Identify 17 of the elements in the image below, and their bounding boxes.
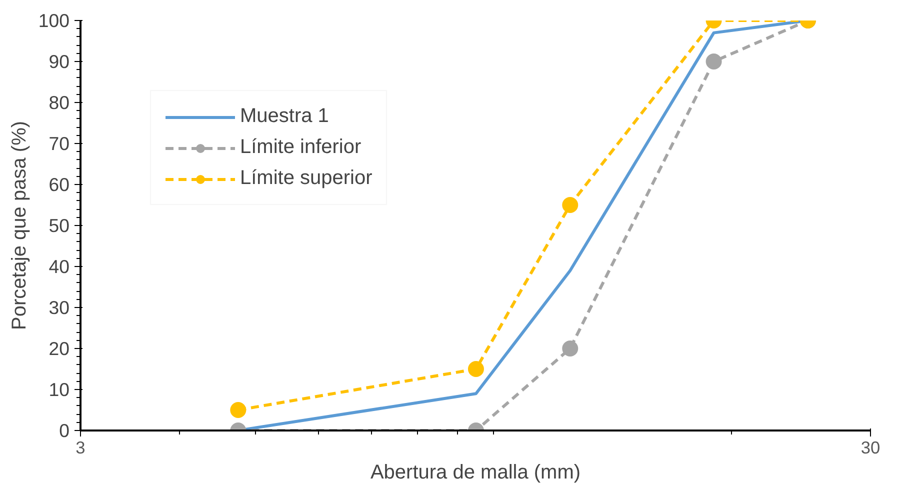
x-tick-label: 3 [76,438,86,458]
y-tick-label: 50 [48,215,70,236]
y-tick-label: 90 [48,51,70,72]
legend-label: Límite inferior [240,136,362,159]
legend-label: Límite superior [240,167,372,190]
legend-label: Muestra 1 [240,105,329,128]
x-axis-title: Abertura de malla (mm) [370,462,581,484]
y-tick-label: 40 [48,256,70,277]
y-tick-label: 70 [48,133,70,154]
y-tick-label: 100 [38,10,70,31]
y-tick-label: 0 [59,420,70,441]
y-tick-label: 60 [48,174,70,195]
y-axis-title: Porcetaje que pasa (%) [8,120,30,330]
y-tick-label: 20 [48,338,70,359]
y-tick-label: 30 [48,297,70,318]
y-tick-label: 10 [48,379,70,400]
y-tick-label: 80 [48,92,70,113]
